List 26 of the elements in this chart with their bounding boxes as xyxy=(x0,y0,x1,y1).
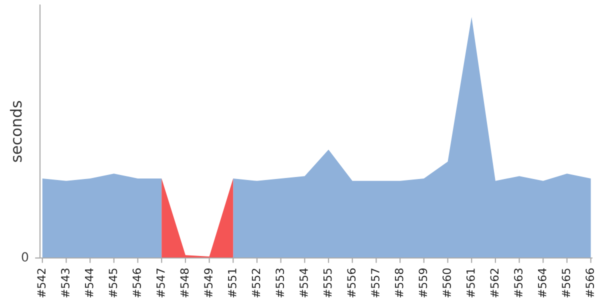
x-tick-label: #547 xyxy=(156,268,165,298)
x-tick-label: #548 xyxy=(180,268,189,298)
x-tick-label: #566 xyxy=(586,268,594,298)
x-tick-label: #561 xyxy=(466,268,475,298)
y-axis-title: seconds xyxy=(10,101,22,162)
x-tick-label: #557 xyxy=(371,268,380,298)
x-tick-label: #563 xyxy=(514,268,522,298)
x-tick-label: #546 xyxy=(132,268,141,298)
text: 0 xyxy=(22,252,28,262)
x-tick-label: #545 xyxy=(108,268,118,298)
x-tick-label: #554 xyxy=(300,268,308,298)
x-tick-label: #564 xyxy=(538,268,546,298)
x-tick-label: #542 xyxy=(37,268,46,298)
x-tick-label: #552 xyxy=(252,268,260,298)
x-tick-label: #549 xyxy=(204,268,213,298)
x-tick-label: #560 xyxy=(442,268,451,298)
x-tick-label: #556 xyxy=(347,268,356,298)
x-tick-label: #558 xyxy=(394,268,404,298)
x-tick-label: #562 xyxy=(490,268,499,298)
x-tick-label: #551 xyxy=(228,268,236,298)
x-tick-label: #553 xyxy=(276,268,284,298)
x-tick-label: #565 xyxy=(562,268,570,298)
x-tick-label: #559 xyxy=(418,268,428,298)
x-tick-label: #544 xyxy=(85,268,94,298)
x-tick-label: #543 xyxy=(61,268,70,298)
x-tick-label: #555 xyxy=(323,268,332,298)
